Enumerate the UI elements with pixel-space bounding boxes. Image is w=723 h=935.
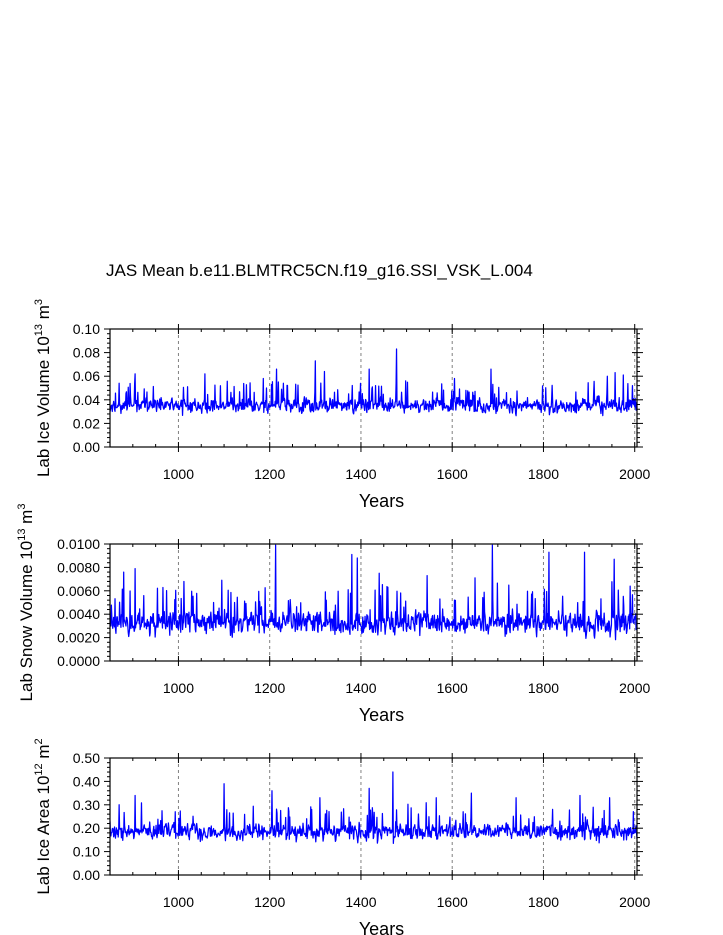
x-tick-label: 1600 [437, 894, 468, 910]
y-axis-label: Lab Snow Volume 1013 m3 [16, 504, 36, 702]
y-axis-label-part: 13 [16, 529, 28, 541]
y-tick-label: 0.04 [73, 392, 100, 408]
y-tick-label: 0.0040 [57, 606, 100, 622]
series-line [109, 544, 638, 641]
x-tick-label: 1400 [345, 680, 376, 696]
x-tick-label: 1800 [528, 466, 559, 482]
x-tick-label: 1800 [528, 894, 559, 910]
x-tick-label: 1200 [254, 894, 285, 910]
y-tick-label: 0.0000 [57, 653, 100, 669]
y-tick-label: 0.20 [73, 820, 100, 836]
y-tick-label: 0.30 [73, 797, 100, 813]
y-tick-label: 0.50 [73, 750, 100, 766]
y-axis-label-part: 12 [33, 763, 45, 775]
x-tick-label: 2000 [619, 466, 650, 482]
panel-1: 1000 1200 1400 1600 1800 2000 0.00 0.02 0.04 0.06… [33, 299, 650, 511]
x-tick-label: 1000 [163, 680, 194, 696]
y-axis-label-part: Lab Snow Volume 10 [17, 541, 36, 702]
series-line [109, 348, 638, 417]
panel-2: 1000 1200 1400 1600 1800 2000 0.0000 0.0020 0.00… [16, 504, 650, 725]
y-tick-label: 0.08 [73, 345, 100, 361]
y-axis-label-part: m [34, 744, 53, 763]
x-axis-label: Years [359, 705, 404, 725]
y-axis-label: Lab Ice Area 1012 m2 [33, 738, 53, 894]
y-axis-label-part: 2 [33, 738, 45, 744]
y-axis-label-part: 13 [33, 324, 45, 336]
plot-frame [109, 543, 638, 662]
x-tick-label: 1400 [345, 466, 376, 482]
y-tick-label: 0.0060 [57, 583, 100, 599]
x-tick-label: 1800 [528, 680, 559, 696]
x-axis-label: Years [359, 491, 404, 511]
y-axis-label-part: m [17, 510, 36, 529]
x-tick-label: 1200 [254, 466, 285, 482]
y-tick-label: 0.10 [73, 321, 100, 337]
x-tick-label: 1400 [345, 894, 376, 910]
x-tick-label: 2000 [619, 680, 650, 696]
x-tick-label: 1000 [163, 894, 194, 910]
panel-3: 1000 1200 1400 1600 1800 2000 0.00 0.10 0.20 0.30… [33, 738, 650, 935]
plot-frame [109, 757, 638, 876]
plot-frame [109, 328, 638, 448]
y-axis-label: Lab Ice Volume 1013 m3 [33, 299, 53, 477]
y-tick-label: 0.0020 [57, 630, 100, 646]
y-tick-label: 0.00 [73, 867, 100, 883]
y-tick-label: 0.02 [73, 415, 100, 431]
x-axis-label: Years [359, 919, 404, 935]
y-tick-label: 0.06 [73, 368, 100, 384]
series-line [109, 771, 638, 844]
x-tick-label: 1600 [437, 466, 468, 482]
x-tick-label: 1200 [254, 680, 285, 696]
x-tick-label: 1600 [437, 680, 468, 696]
x-tick-label: 1000 [163, 466, 194, 482]
chart-title: JAS Mean b.e11.BLMTRC5CN.f19_g16.SSI_VSK… [106, 261, 533, 280]
y-axis-label-part: 3 [33, 299, 45, 305]
y-axis-label-part: 3 [16, 504, 28, 510]
y-axis-label-part: Lab Ice Volume 10 [34, 336, 53, 477]
x-tick-label: 2000 [619, 894, 650, 910]
y-tick-label: 0.0100 [57, 536, 100, 552]
y-tick-label: 0.10 [73, 844, 100, 860]
y-tick-label: 0.00 [73, 439, 100, 455]
y-axis-label-part: m [34, 305, 53, 324]
y-tick-label: 0.0080 [57, 559, 100, 575]
y-axis-label-part: Lab Ice Area 10 [34, 776, 53, 895]
y-tick-label: 0.40 [73, 773, 100, 789]
